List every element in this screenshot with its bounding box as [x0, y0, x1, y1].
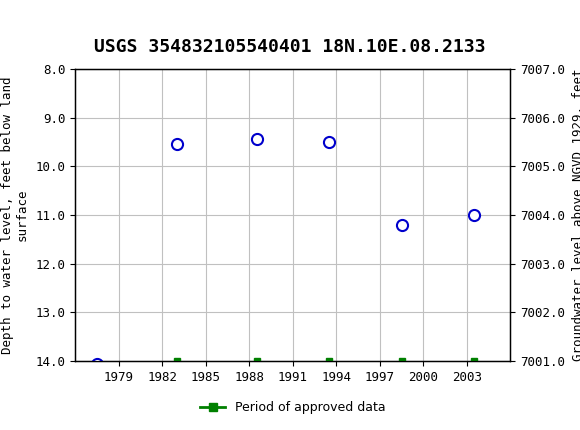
Y-axis label: Depth to water level, feet below land
surface: Depth to water level, feet below land su… — [1, 76, 29, 354]
Legend: Period of approved data: Period of approved data — [195, 396, 391, 419]
Text: USGS 354832105540401 18N.10E.08.2133: USGS 354832105540401 18N.10E.08.2133 — [94, 38, 486, 56]
Y-axis label: Groundwater level above NGVD 1929, feet: Groundwater level above NGVD 1929, feet — [572, 69, 580, 361]
Text: ≡USGS: ≡USGS — [12, 16, 70, 35]
